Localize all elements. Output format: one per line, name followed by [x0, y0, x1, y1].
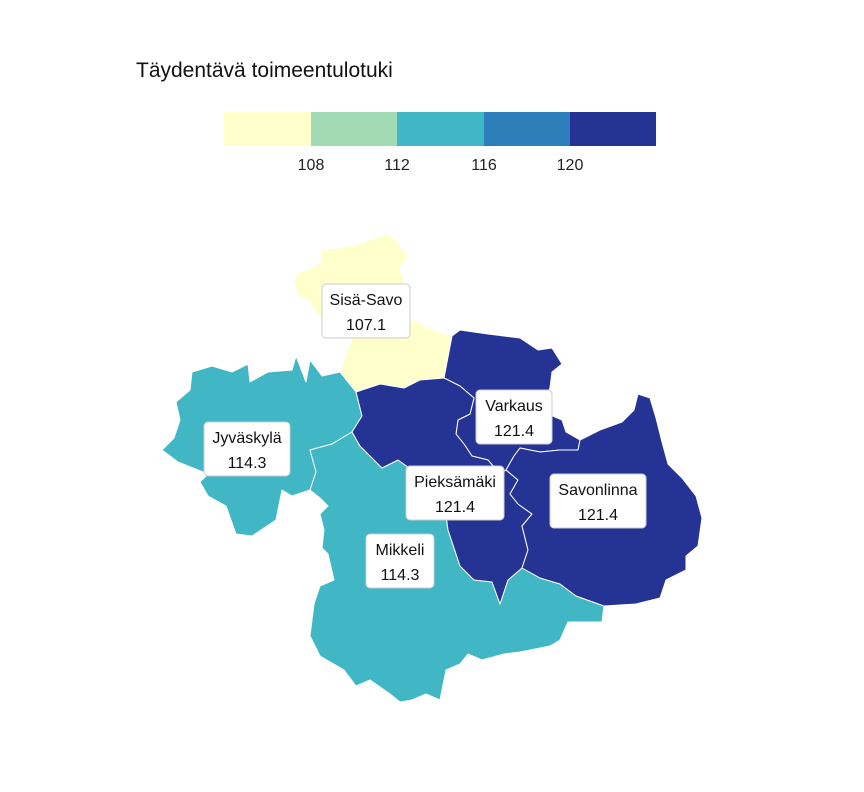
region-value: 114.3	[381, 567, 420, 584]
label-savonlinna: Savonlinna 121.4	[549, 473, 647, 529]
region-name: Varkaus	[485, 398, 543, 415]
region-value: 121.4	[494, 423, 534, 440]
region-value: 107.1	[346, 317, 386, 334]
legend-tick: 116	[471, 157, 497, 174]
legend-swatch-4	[484, 112, 570, 146]
region-value: 114.3	[228, 455, 267, 472]
legend-swatch-5	[570, 112, 656, 146]
region-labels: Sisä-Savo 107.1 Jyväskylä 114.3 Mikkeli …	[203, 283, 647, 589]
region-value: 121.4	[578, 507, 618, 524]
label-jyvaskyla: Jyväskylä 114.3	[203, 421, 291, 477]
legend-swatch-1	[224, 112, 311, 146]
region-name: Jyväskylä	[212, 430, 281, 447]
label-varkaus: Varkaus 121.4	[475, 389, 553, 445]
region-name: Pieksämäki	[414, 474, 496, 491]
legend-swatch-3	[397, 112, 484, 146]
region-name: Savonlinna	[558, 482, 637, 499]
region-name: Mikkeli	[376, 542, 425, 559]
legend: 108 112 116 120	[224, 112, 656, 174]
legend-tick: 108	[298, 157, 325, 174]
map-title: Täydentävä toimeentulotuki	[136, 59, 393, 82]
legend-tick: 112	[384, 157, 410, 174]
legend-swatch-2	[311, 112, 397, 146]
legend-tick: 120	[557, 157, 584, 174]
label-mikkeli: Mikkeli 114.3	[365, 533, 435, 589]
label-sisa-savo: Sisä-Savo 107.1	[321, 283, 411, 339]
region-name: Sisä-Savo	[330, 292, 403, 309]
region-value: 121.4	[435, 499, 475, 516]
label-pieksamaki: Pieksämäki 121.4	[405, 465, 505, 521]
